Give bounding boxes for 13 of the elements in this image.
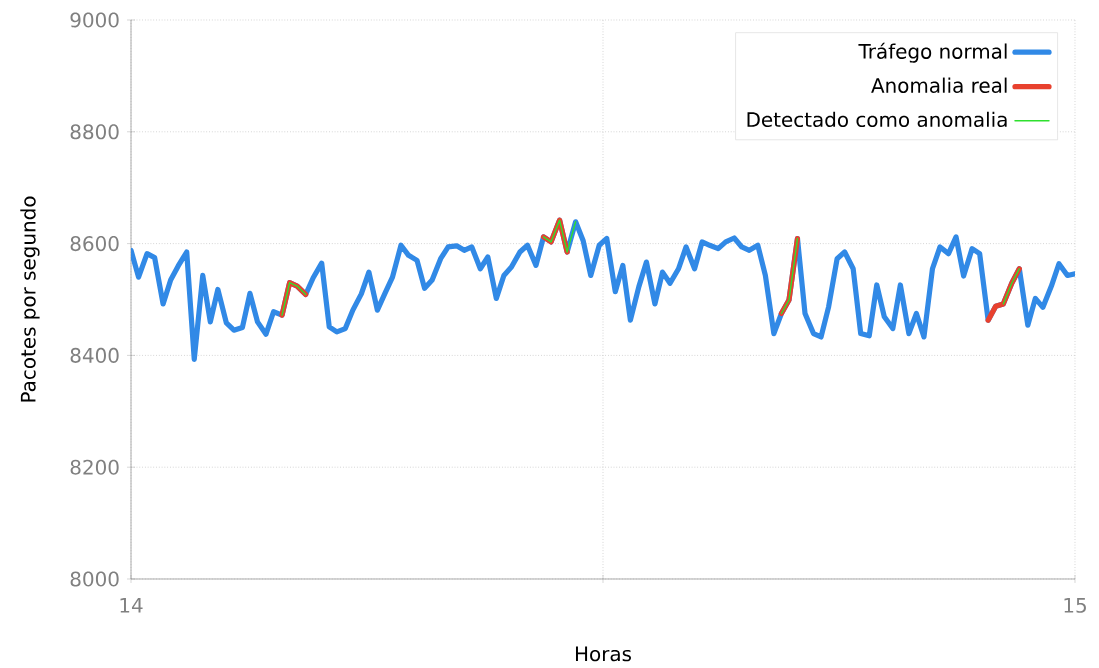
y-tick-label: 8200 bbox=[70, 459, 119, 475]
x-tick-label: 14 bbox=[120, 598, 143, 613]
x-tick-label: 15 bbox=[1064, 598, 1086, 613]
legend-label: Anomalia real bbox=[871, 77, 1007, 94]
x-axis-title: Horas bbox=[575, 646, 632, 662]
y-tick-label: 8000 bbox=[70, 571, 119, 587]
y-tick-label: 9000 bbox=[70, 12, 119, 28]
y-tick-label: 8800 bbox=[70, 124, 119, 140]
y-tick-label: 8400 bbox=[70, 347, 119, 363]
legend-label: Tráfego normal bbox=[858, 42, 1007, 63]
y-tick-label: 8600 bbox=[70, 236, 119, 252]
legend-label: Detectado como anomalia bbox=[747, 111, 1007, 128]
y-axis-title: Pacotes por segundo bbox=[20, 196, 40, 402]
